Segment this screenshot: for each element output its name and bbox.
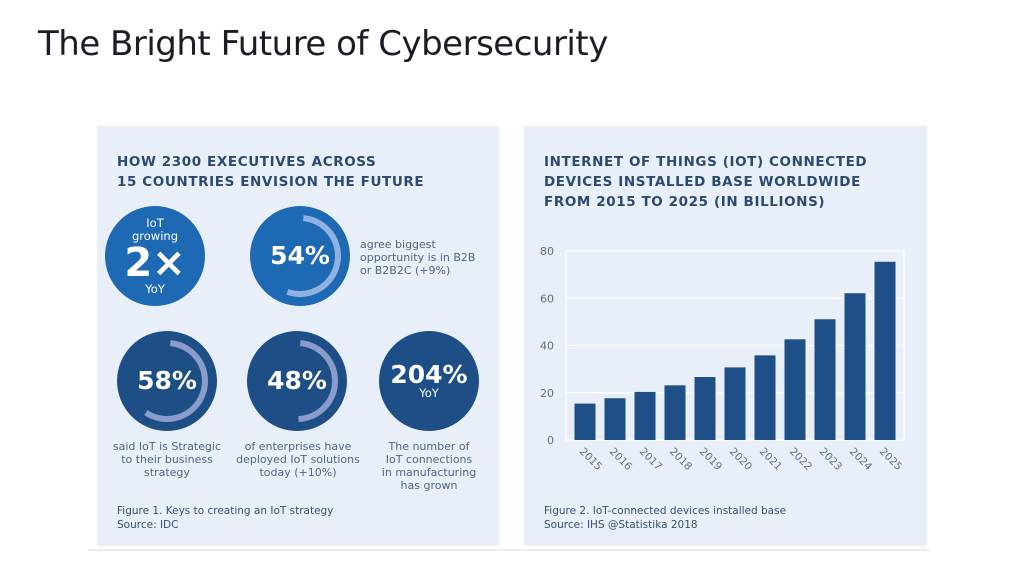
heading-line: FROM 2015 TO 2025 (IN BILLIONS) (544, 194, 826, 210)
x-tick-label: 2023 (817, 446, 844, 473)
bar-2018 (664, 385, 686, 440)
bar-2020 (724, 367, 746, 440)
stat-description: The number of IoT connections in manufac… (367, 440, 491, 492)
description-line: agree biggest (360, 238, 436, 251)
heading-line: DEVICES INSTALLED BASE WORLDWIDE (544, 174, 861, 190)
iot-devices-chart-panel: INTERNET OF THINGS (IOT) CONNECTED DEVIC… (524, 126, 927, 546)
slide-title: The Bright Future of Cybersecurity (38, 24, 608, 64)
progress-ring (286, 215, 341, 297)
figure-caption: Figure 1. Keys to creating an IoT strate… (117, 504, 333, 532)
y-tick-label: 60 (540, 292, 554, 305)
caption-line: Source: IHS @Statistika 2018 (544, 519, 698, 531)
description-line: has grown (400, 479, 458, 492)
description-line: today (+10%) (259, 466, 337, 479)
stat-circle-54: 54% (250, 206, 350, 306)
heading-line: INTERNET OF THINGS (IOT) CONNECTED (544, 154, 868, 170)
description-line: The number of (388, 440, 470, 453)
heading-line: HOW 2300 EXECUTIVES ACROSS (117, 154, 377, 170)
slide-bottom-divider (88, 549, 930, 551)
description-line: to their business (121, 453, 213, 466)
x-tick-label: 2018 (667, 446, 694, 473)
progress-ring-arc (286, 215, 341, 297)
bar-2017 (634, 391, 656, 440)
description-line: or B2B2C (+9%) (360, 264, 451, 277)
bar-2021 (754, 355, 776, 440)
progress-ring (144, 340, 208, 422)
caption-line: Figure 1. Keys to creating an IoT strate… (117, 505, 334, 517)
y-tick-label: 20 (540, 387, 554, 400)
description-line: strategy (144, 466, 190, 479)
left-panel-heading: HOW 2300 EXECUTIVES ACROSS 15 COUNTRIES … (117, 152, 424, 192)
x-tick-label: 2019 (697, 446, 724, 473)
stat-circle-204: 204% YoY (379, 331, 479, 431)
stat-description: agree biggest opportunity is in B2B or B… (360, 238, 475, 277)
bar-2022 (784, 339, 806, 440)
y-tick-label: 0 (547, 434, 554, 447)
heading-line: 15 COUNTRIES ENVISION THE FUTURE (117, 174, 425, 190)
x-tick-label: 2020 (727, 446, 754, 473)
stat-top-label: IoT (146, 215, 164, 230)
stat-value: 54% (270, 241, 330, 270)
progress-ring-arc (144, 340, 208, 422)
stat-value: 204% (390, 359, 468, 389)
bar-2024 (844, 293, 866, 440)
x-tick-label: 2016 (607, 446, 635, 474)
stat-bottom-label: YoY (419, 385, 439, 400)
progress-ring (298, 340, 338, 422)
x-tick-label: 2021 (757, 446, 784, 473)
caption-line: Source: IDC (117, 519, 179, 531)
stat-circle-58: 58% (117, 331, 217, 431)
bar-2025 (874, 261, 896, 440)
x-tick-label: 2017 (637, 446, 664, 473)
description-line: of enterprises have (244, 440, 352, 453)
bar-2015 (574, 403, 596, 440)
stat-top-label-2: growing (132, 228, 178, 243)
stat-circle-iot-growth: IoT growing 2× YoY (105, 206, 205, 306)
iot-strategy-infographic: HOW 2300 EXECUTIVES ACROSS 15 COUNTRIES … (97, 126, 499, 546)
figure-caption: Figure 2. IoT-connected devices installe… (544, 504, 786, 532)
description-line: in manufacturing (381, 466, 477, 479)
bar-2016 (604, 398, 626, 440)
caption-line: Figure 2. IoT-connected devices installe… (544, 505, 787, 517)
bar-2019 (694, 377, 716, 440)
progress-ring-arc (298, 340, 338, 422)
description-line: opportunity is in B2B (360, 251, 476, 264)
x-tick-label: 2022 (787, 446, 814, 473)
y-tick-label: 40 (540, 340, 554, 353)
stat-description: said IoT is Strategic to their business … (102, 440, 232, 479)
bar-2023 (814, 319, 836, 440)
stat-value: 58% (137, 366, 197, 395)
stat-bottom-label: YoY (145, 281, 165, 296)
right-panel-heading: INTERNET OF THINGS (IOT) CONNECTED DEVIC… (544, 152, 867, 212)
stat-description: of enterprises have deployed IoT solutio… (227, 440, 369, 479)
stat-value: 2× (124, 239, 186, 286)
description-line: said IoT is Strategic (112, 440, 222, 453)
x-tick-label: 2025 (877, 446, 904, 473)
description-line: deployed IoT solutions (236, 453, 360, 466)
x-tick-label: 2015 (577, 446, 604, 473)
y-tick-label: 80 (540, 245, 554, 258)
x-tick-label: 2024 (847, 446, 875, 474)
stat-value: 48% (267, 366, 327, 395)
description-line: IoT connections (385, 453, 473, 466)
stat-circle-48: 48% (247, 331, 347, 431)
